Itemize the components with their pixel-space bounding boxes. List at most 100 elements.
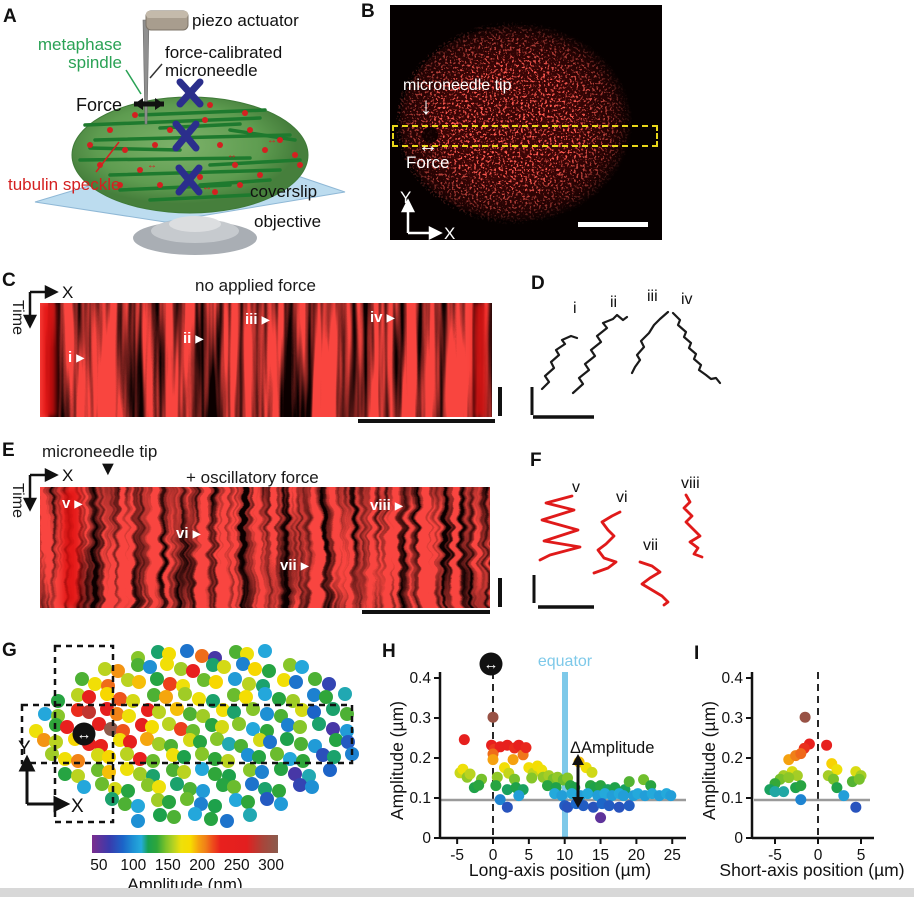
speckle-amplitude-dots (29, 644, 359, 828)
bright-streak (42, 303, 56, 417)
force-arrow-icon: ↔ (418, 135, 438, 157)
x-axis-label: Short-axis position (µm) (719, 860, 904, 880)
x-axis-label: X (444, 224, 455, 243)
x-axis-label: X (71, 796, 84, 817)
equator-label: equator (538, 653, 593, 670)
amplitude-dots (454, 711, 677, 824)
marker-arrow-icon: ▶ (300, 561, 309, 572)
svg-text:0.4: 0.4 (409, 670, 431, 687)
svg-text:0.4: 0.4 (721, 670, 743, 687)
objective-label: objective (254, 212, 321, 231)
panel-label-f: F (530, 450, 542, 471)
tubulin-speckle-label: tubulin speckle (8, 175, 120, 194)
panel-f-traces: v vi vii viii (532, 475, 704, 609)
trace-label-iv: iv (681, 291, 693, 308)
svg-text:0.3: 0.3 (721, 710, 743, 727)
needle-drag-icon: ↔ (77, 726, 92, 743)
panel-label-a: A (3, 6, 17, 27)
svg-text:↔: ↔ (227, 150, 237, 161)
svg-text:↔: ↔ (147, 160, 157, 171)
kymograph-oscillatory-force: v ▶ vi ▶ vii ▶ viii ▶ (40, 487, 490, 608)
panel-label-c: C (2, 270, 16, 291)
x-ticks: -5 0 5 10 15 20 25 (450, 838, 681, 864)
scale-bar-v (498, 387, 502, 416)
panel-d-traces: i ii iii iv (530, 288, 722, 419)
svg-text:-5: -5 (768, 847, 782, 864)
scale-bar (578, 222, 648, 227)
marker-arrow-icon: ▶ (395, 501, 403, 512)
objective-shape (133, 216, 257, 255)
tubulin-speckles (87, 102, 303, 195)
axes (438, 672, 686, 840)
svg-text:300: 300 (258, 857, 284, 874)
marker-arrow-icon: ▶ (74, 499, 83, 510)
colorbar-ticks: 50 100 150 200 250 300 (90, 857, 284, 874)
trace-label-ii: ii (610, 294, 617, 311)
microneedle-tip-arrow-icon: ↓ (420, 93, 432, 120)
y-axis-label: Amplitude (µm) (387, 701, 407, 820)
trace-label-viii: viii (681, 475, 700, 492)
panel-i-chart: -5 0 5 0 0.1 0.2 0.3 0.4 Short-axis position (… (699, 670, 905, 880)
panel-g-map: ↔ Y X 50 100 150 200 250 300 Amplitude (nm) (18, 644, 359, 894)
svg-text:25: 25 (664, 847, 681, 864)
page-bottom-strip (0, 888, 914, 897)
time-x-axes-e: X (22, 466, 73, 512)
panel-h-chart: equator -5 0 5 10 15 20 25 0 0.1 0.2 0.3 0.4 ↔ ΔAm… (387, 652, 686, 880)
y-ticks: 0 0.1 0.2 0.3 0.4 (409, 670, 440, 847)
chromosomes (172, 78, 204, 196)
needle-marker: ↔ (479, 652, 503, 676)
svg-text:0.3: 0.3 (409, 710, 431, 727)
trace-label-i: i (573, 300, 577, 317)
speckle-arrows: ↔ ↔ ↔ ↔ (147, 135, 277, 193)
svg-text:150: 150 (155, 857, 181, 874)
panel-b-image: microneedle tip ↓ ↔ Force Y X (390, 5, 662, 243)
svg-text:↔: ↔ (267, 135, 277, 146)
kymograph-no-force: i ▶ ii ▶ iii ▶ iv ▶ (40, 303, 492, 417)
y-axis-label: Y (18, 738, 31, 759)
panel-label-i: I (694, 643, 700, 664)
marker-arrow-icon: ▶ (386, 313, 395, 324)
speckle-traces-black (540, 310, 722, 395)
panel-label-h: H (382, 641, 396, 662)
panel-label-b: B (361, 1, 375, 22)
time-x-axes-c: X (22, 283, 73, 329)
x-axis-label: X (62, 466, 73, 485)
speckle-pointer-line (95, 141, 120, 173)
svg-text:0: 0 (489, 847, 498, 864)
marker-iii: iii (245, 311, 258, 328)
panel-label-g: G (2, 640, 17, 661)
y-axis-label: Amplitude (µm) (699, 701, 719, 820)
svg-text:0.2: 0.2 (409, 750, 431, 767)
svg-text:100: 100 (120, 857, 146, 874)
force-arrow (134, 98, 164, 110)
microneedle-tip-label: microneedle tip (403, 77, 512, 94)
panel-a-diagram: ↔ ↔ ↔ ↔ piezo actuator force-calibrated mic… (8, 10, 346, 255)
axes (750, 672, 874, 840)
spindle-label-line1: metaphase (38, 35, 122, 54)
svg-text:0: 0 (422, 830, 431, 847)
long-axis-region-box (20, 703, 354, 765)
svg-text:5: 5 (857, 847, 866, 864)
svg-text:5: 5 (525, 847, 534, 864)
amplitude-dots (764, 711, 867, 813)
bright-streak (62, 487, 80, 608)
piezo-label: piezo actuator (192, 11, 299, 30)
spindle-label-line2: spindle (68, 53, 122, 72)
coverslip-label: coverslip (250, 182, 317, 201)
svg-text:250: 250 (224, 857, 250, 874)
svg-text:15: 15 (592, 847, 609, 864)
x-axis-label: X (62, 283, 73, 302)
needle-drag-icon: ↔ (484, 656, 499, 673)
svg-text:0: 0 (814, 847, 823, 864)
marker-i: i (68, 349, 73, 366)
needle-label-line1: force-calibrated (165, 43, 282, 62)
x-ticks: -5 0 5 (768, 838, 865, 864)
microneedle-tip-label-e: microneedle tip (42, 442, 158, 461)
trace-label-vii: vii (643, 537, 658, 554)
y-ticks: 0 0.1 0.2 0.3 0.4 (721, 670, 752, 847)
needle-label-line2: microneedle (165, 61, 258, 80)
needle-marker: ↔ (72, 722, 96, 746)
delta-amplitude-label: ΔAmplitude (570, 739, 654, 757)
panel-e-title: + oscillatory force (186, 468, 319, 487)
